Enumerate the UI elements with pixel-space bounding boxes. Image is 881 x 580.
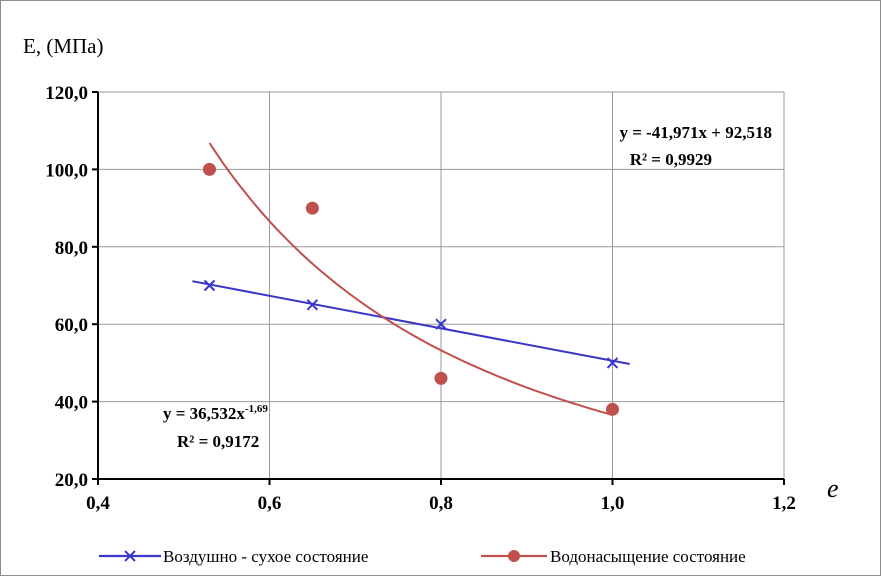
legend-label-dry: Воздушно - сухое состояние <box>163 547 368 566</box>
linear-trend-equation: y = -41,971x + 92,518 <box>619 123 772 142</box>
y-tick-label: 80,0 <box>55 238 88 259</box>
dry-state-point <box>203 279 216 292</box>
saturated-state-point <box>202 162 216 176</box>
x-tick-label: 1,2 <box>772 493 796 514</box>
y-tick-label: 20,0 <box>55 470 88 491</box>
saturated-state-point <box>606 402 619 416</box>
y-tick-label: 120,0 <box>45 83 88 104</box>
linear-trendline <box>192 280 630 366</box>
power-trend-annotation: y = 36,532x-1,69 R² = 0,9172 <box>163 403 268 451</box>
series-layer <box>192 142 630 416</box>
legend-swatch-saturated-marker <box>508 550 520 562</box>
legend-swatch-dry-marker <box>124 550 136 562</box>
power-trend-equation-base: y = 36,532x <box>163 404 245 423</box>
y-axis-label: E, (МПа) <box>23 34 103 58</box>
dry-state-point <box>435 318 447 330</box>
legend-item-saturated: Водонасыщение состояние <box>481 547 746 566</box>
power-trend-equation: y = 36,532x-1,69 <box>163 403 268 423</box>
legend-item-dry: Воздушно - сухое состояние <box>99 547 368 566</box>
power-trend-equation-exponent: -1,69 <box>245 403 268 415</box>
dry-state-point-stroke <box>435 318 447 330</box>
axes-layer: 20,0 40,0 60,0 80,0 100,0 120,0 0,4 0,6 0,8 1,0 1,… <box>45 83 796 514</box>
power-trend-r2: R² = 0,9172 <box>177 432 259 451</box>
legend-label-saturated: Водонасыщение состояние <box>550 547 746 566</box>
x-tick-label: 0,8 <box>429 493 453 514</box>
dry-state-point <box>306 299 319 311</box>
x-axis-label: e <box>827 474 839 503</box>
power-trendline <box>208 142 613 416</box>
linear-trend-r2: R² = 0,9929 <box>630 150 712 169</box>
x-tick-label: 0,6 <box>258 493 282 514</box>
y-tick-label: 60,0 <box>55 315 88 336</box>
dry-state-point-stroke <box>203 279 216 292</box>
linear-trend-annotation: y = -41,971x + 92,518 R² = 0,9929 <box>619 123 772 169</box>
y-tick-label: 100,0 <box>45 160 88 181</box>
saturated-state-point <box>305 201 319 215</box>
saturated-state-point <box>434 371 448 385</box>
dry-state-point-stroke <box>306 299 319 311</box>
x-tick-label: 0,4 <box>86 493 110 514</box>
x-tick-label: 1,0 <box>601 493 625 514</box>
y-tick-label: 40,0 <box>55 393 88 414</box>
dry-state-point-stroke <box>606 357 619 369</box>
legend: Воздушно - сухое состояние Водонасыщение… <box>99 547 746 566</box>
dry-state-point <box>606 357 619 369</box>
